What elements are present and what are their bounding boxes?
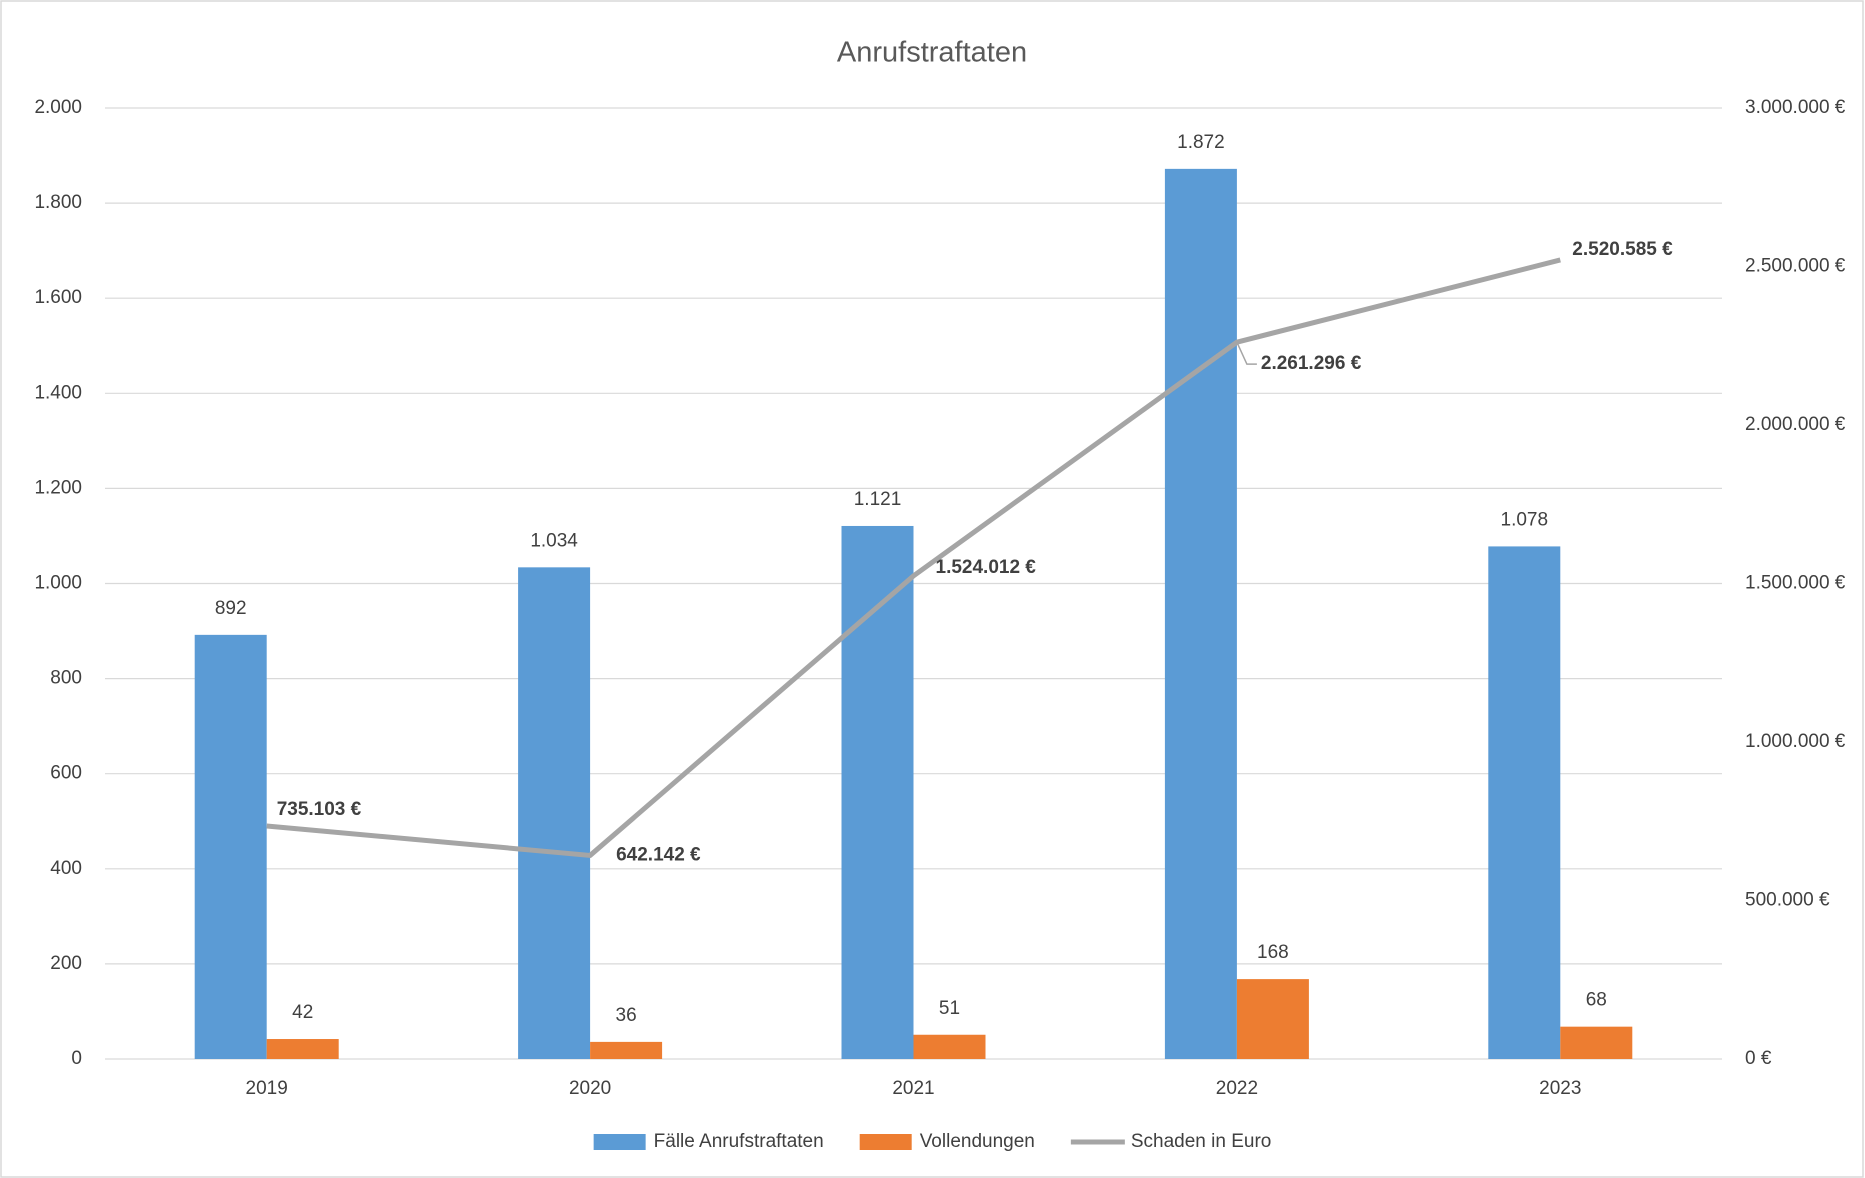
y2-tick-label: 3.000.000 € xyxy=(1745,97,1846,118)
y-tick-label: 2.000 xyxy=(34,97,82,118)
data-label: 1.034 xyxy=(530,530,578,551)
y2-tick-label: 500.000 € xyxy=(1745,890,1830,911)
chart-title: Anrufstraftaten xyxy=(837,37,1027,69)
bar xyxy=(1488,546,1561,1059)
legend-swatch xyxy=(859,1134,912,1150)
line-data-label: 642.142 € xyxy=(616,844,701,865)
y-tick-label: 1.400 xyxy=(34,382,82,403)
legend-label: Vollendungen xyxy=(920,1131,1035,1152)
x-tick-label: 2019 xyxy=(246,1078,288,1099)
line-data-label: 2.261.296 € xyxy=(1261,353,1362,374)
y2-tick-label: 1.000.000 € xyxy=(1745,731,1846,752)
line xyxy=(266,257,1561,858)
data-label: 1.078 xyxy=(1501,509,1549,530)
y-tick-label: 1.000 xyxy=(34,573,82,594)
bar xyxy=(518,567,591,1059)
bar xyxy=(266,1039,339,1059)
leader-line xyxy=(1236,341,1257,365)
y-tick-label: 1.800 xyxy=(34,192,82,213)
legend-swatch xyxy=(593,1134,646,1150)
y-tick-label: 800 xyxy=(50,668,82,689)
x-tick-label: 2023 xyxy=(1539,1078,1581,1099)
y2-tick-label: 2.000.000 € xyxy=(1745,414,1846,435)
y-tick-label: 0 xyxy=(71,1048,82,1069)
bar xyxy=(590,1041,663,1059)
line-data-label: 735.103 € xyxy=(277,799,362,820)
line-data-label: 1.524.012 € xyxy=(936,557,1037,578)
y-tick-label: 400 xyxy=(50,858,82,879)
y2-tick-label: 2.500.000 € xyxy=(1745,256,1846,277)
legend-label: Schaden in Euro xyxy=(1131,1131,1272,1152)
y-tick-label: 200 xyxy=(50,953,82,974)
bar xyxy=(1236,979,1309,1059)
data-label: 892 xyxy=(215,598,247,619)
x-tick-label: 2020 xyxy=(569,1078,611,1099)
data-label: 51 xyxy=(939,998,960,1019)
bar xyxy=(913,1034,986,1059)
data-label: 1.121 xyxy=(854,489,902,510)
x-tick-label: 2021 xyxy=(892,1078,934,1099)
data-label: 36 xyxy=(616,1005,637,1026)
y-tick-label: 1.600 xyxy=(34,287,82,308)
y-tick-label: 600 xyxy=(50,763,82,784)
y-tick-label: 1.200 xyxy=(34,477,82,498)
bar xyxy=(1560,1026,1633,1059)
data-label: 42 xyxy=(292,1002,313,1023)
legend-label: Fälle Anrufstraftaten xyxy=(654,1131,824,1152)
line-data-label: 2.520.585 € xyxy=(1572,239,1673,260)
bar xyxy=(841,525,914,1059)
bar xyxy=(1164,168,1237,1059)
bar xyxy=(194,634,267,1059)
data-label: 68 xyxy=(1586,990,1607,1011)
x-tick-label: 2022 xyxy=(1216,1078,1258,1099)
y2-tick-label: 0 € xyxy=(1745,1048,1772,1069)
y2-tick-label: 1.500.000 € xyxy=(1745,573,1846,594)
data-label: 1.872 xyxy=(1177,132,1225,153)
data-label: 168 xyxy=(1257,942,1289,963)
